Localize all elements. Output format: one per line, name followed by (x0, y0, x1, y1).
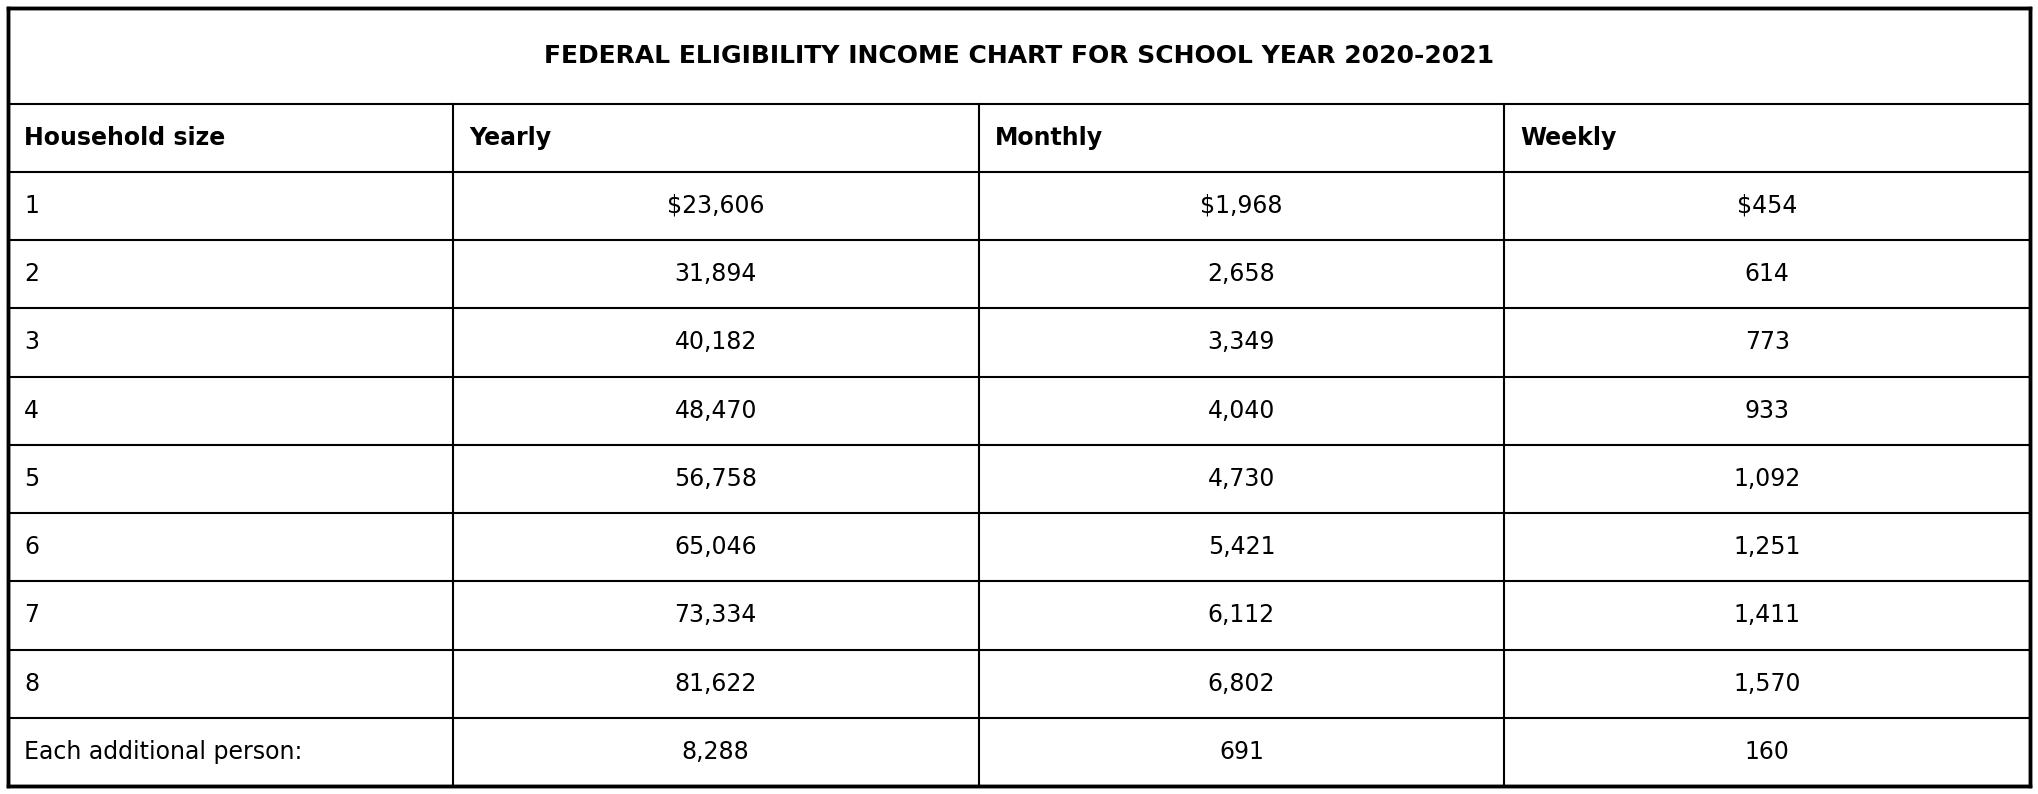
Text: 1,570: 1,570 (1734, 672, 1802, 696)
Text: 6: 6 (24, 535, 39, 559)
Text: Each additional person:: Each additional person: (24, 740, 302, 764)
Text: 81,622: 81,622 (675, 672, 756, 696)
Text: $23,606: $23,606 (666, 194, 764, 218)
Text: 3: 3 (24, 330, 39, 354)
Text: 4,730: 4,730 (1209, 467, 1276, 491)
Text: 73,334: 73,334 (675, 603, 756, 627)
Text: 1,251: 1,251 (1734, 535, 1802, 559)
Text: 1,092: 1,092 (1734, 467, 1802, 491)
Text: 4: 4 (24, 399, 39, 422)
Text: $454: $454 (1736, 194, 1798, 218)
Text: 8,288: 8,288 (683, 740, 750, 764)
Text: 31,894: 31,894 (675, 262, 756, 286)
Text: 7: 7 (24, 603, 39, 627)
Text: 773: 773 (1745, 330, 1789, 354)
Text: 6,112: 6,112 (1209, 603, 1276, 627)
Text: 691: 691 (1219, 740, 1264, 764)
Text: 933: 933 (1745, 399, 1789, 422)
Text: 160: 160 (1745, 740, 1789, 764)
Text: 2,658: 2,658 (1209, 262, 1276, 286)
Text: 4,040: 4,040 (1209, 399, 1276, 422)
Text: 8: 8 (24, 672, 39, 696)
Text: Household size: Household size (24, 125, 226, 149)
Text: 48,470: 48,470 (675, 399, 756, 422)
Text: 40,182: 40,182 (675, 330, 756, 354)
Text: Yearly: Yearly (469, 125, 550, 149)
Text: 2: 2 (24, 262, 39, 286)
Text: 65,046: 65,046 (675, 535, 756, 559)
Text: 614: 614 (1745, 262, 1789, 286)
Text: 5: 5 (24, 467, 39, 491)
Text: 56,758: 56,758 (675, 467, 758, 491)
Text: $1,968: $1,968 (1200, 194, 1282, 218)
Text: Monthly: Monthly (995, 125, 1103, 149)
Text: 6,802: 6,802 (1209, 672, 1276, 696)
Text: 5,421: 5,421 (1209, 535, 1276, 559)
Text: 3,349: 3,349 (1209, 330, 1276, 354)
Text: 1: 1 (24, 194, 39, 218)
Text: FEDERAL ELIGIBILITY INCOME CHART FOR SCHOOL YEAR 2020-2021: FEDERAL ELIGIBILITY INCOME CHART FOR SCH… (544, 44, 1494, 67)
Text: 1,411: 1,411 (1734, 603, 1802, 627)
Text: Weekly: Weekly (1520, 125, 1616, 149)
